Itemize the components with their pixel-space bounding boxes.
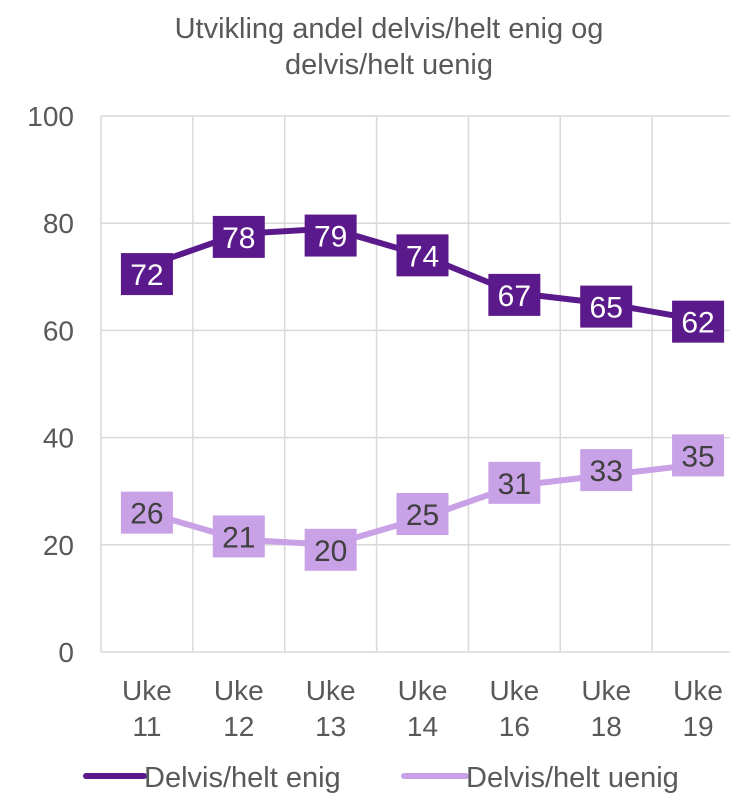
- x-category-label: Uke: [306, 675, 356, 706]
- x-category-label: Uke: [489, 675, 539, 706]
- x-category-label: 11: [132, 711, 161, 742]
- data-label-value: 78: [222, 222, 255, 255]
- data-label: 31: [488, 461, 541, 504]
- data-label-value: 20: [314, 535, 347, 568]
- y-tick-label: 20: [43, 530, 74, 561]
- data-label-box: [212, 515, 265, 558]
- x-axis-category-labels: Uke 11 Uke 12 Uke 13 Uke 14 Uke 16 Uke 18 Uke 19: [122, 675, 723, 742]
- data-label-box: [672, 300, 725, 343]
- data-label-value: 31: [498, 468, 531, 501]
- data-label: 20: [304, 528, 357, 571]
- y-tick-label: 80: [43, 208, 74, 239]
- x-category-label: Uke: [398, 675, 448, 706]
- data-label-box: [120, 491, 173, 534]
- data-label: 72: [120, 253, 173, 296]
- data-label-box: [396, 493, 449, 535]
- legend-label: Delvis/helt uenig: [466, 762, 679, 794]
- data-label: 33: [580, 449, 633, 492]
- legend-item: Delvis/helt enig: [83, 762, 341, 794]
- data-label-box: [488, 461, 541, 504]
- data-label-box: [304, 214, 357, 257]
- legend-item: Delvis/helt uenig: [401, 762, 679, 794]
- data-label-box: [488, 273, 541, 316]
- data-label: 78: [212, 215, 265, 258]
- data-label: 74: [396, 234, 449, 277]
- data-label-value: 72: [130, 259, 163, 292]
- y-tick-label: 40: [43, 423, 74, 454]
- data-label-box: [304, 528, 357, 571]
- data-label-value: 33: [590, 455, 623, 488]
- chart-title: Utvikling andel delvis/helt enig og delv…: [175, 13, 604, 81]
- y-tick-label: 0: [58, 637, 74, 668]
- x-category-label: Uke: [581, 675, 631, 706]
- data-labels: 72 78 79 74 67 65 62 26 21 20 25 31 33 35: [120, 214, 725, 571]
- x-category-label: Uke: [214, 675, 264, 706]
- data-label-value: 35: [681, 440, 714, 473]
- y-tick-label: 100: [27, 101, 74, 132]
- x-category-label: 18: [591, 711, 622, 742]
- data-label: 25: [396, 493, 449, 535]
- data-label: 79: [304, 214, 357, 257]
- data-label-value: 25: [406, 499, 439, 532]
- data-label-box: [580, 285, 633, 328]
- data-label-value: 21: [222, 521, 255, 554]
- x-category-label: 14: [407, 711, 438, 742]
- x-category-label: 19: [682, 711, 713, 742]
- legend-label: Delvis/helt enig: [144, 762, 341, 794]
- data-label-value: 62: [681, 307, 714, 340]
- y-tick-label: 60: [43, 315, 74, 346]
- x-category-label: Uke: [122, 675, 172, 706]
- data-label-box: [672, 434, 725, 477]
- x-category-label: 16: [499, 711, 530, 742]
- data-label-box: [396, 234, 449, 277]
- data-label-value: 79: [314, 221, 347, 254]
- data-label-box: [212, 215, 265, 258]
- data-label-value: 74: [406, 240, 439, 273]
- data-label: 62: [672, 300, 725, 343]
- data-label: 65: [580, 285, 633, 328]
- chart-title-line-2: delvis/helt uenig: [285, 49, 493, 81]
- data-label-box: [580, 449, 633, 492]
- data-label: 26: [120, 491, 173, 534]
- data-label-value: 26: [130, 498, 163, 531]
- x-category-label: Uke: [673, 675, 723, 706]
- gridlines: [100, 115, 730, 653]
- x-category-label: 12: [223, 711, 254, 742]
- data-label: 67: [488, 273, 541, 316]
- data-label: 21: [212, 515, 265, 558]
- data-label-value: 67: [498, 280, 531, 313]
- chart-title-line-1: Utvikling andel delvis/helt enig og: [175, 13, 604, 45]
- data-label-value: 65: [590, 292, 623, 325]
- data-label-box: [120, 253, 173, 296]
- x-category-label: 13: [315, 711, 346, 742]
- y-axis-tick-labels: 0 20 40 60 80 100: [27, 101, 74, 668]
- legend: Delvis/helt enig Delvis/helt uenig: [83, 762, 679, 794]
- data-label: 35: [672, 434, 725, 477]
